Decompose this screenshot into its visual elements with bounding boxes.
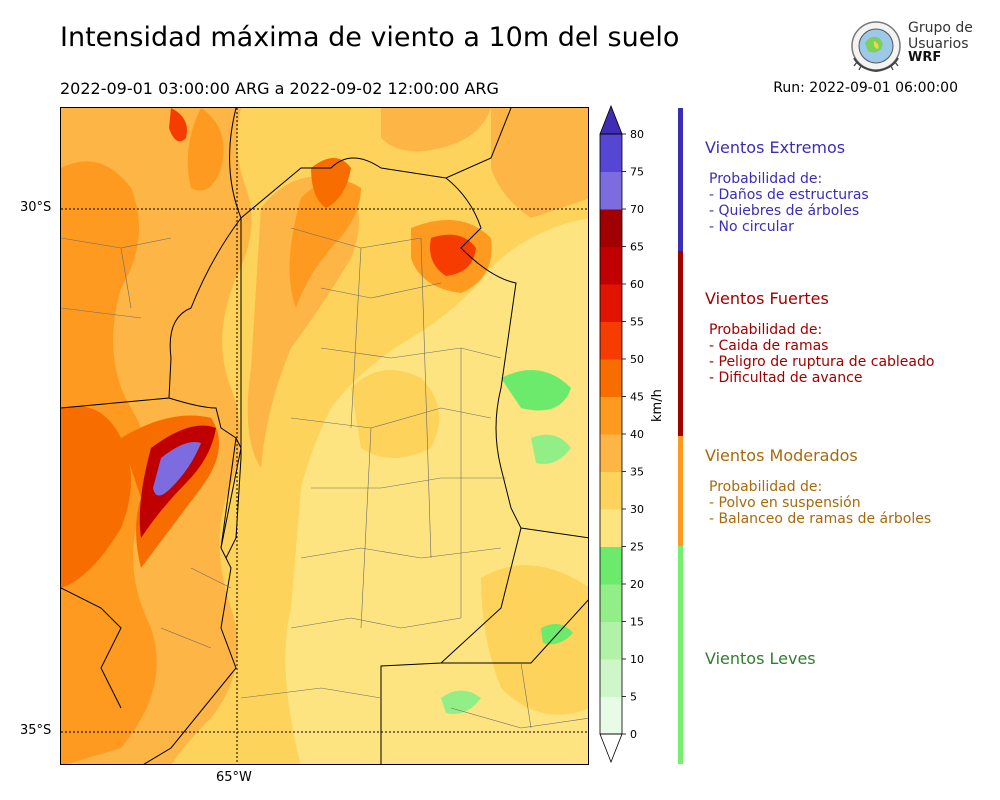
lon-label-65w: 65°W [216,770,252,785]
colorbar-tick-label: 45 [630,391,644,404]
category-item: - Polvo en suspensión [709,495,861,511]
field-65-70-core [153,442,201,496]
colorbar-tick-label: 40 [630,428,644,441]
logo-line-2: Usuarios [908,36,969,52]
field-35-40-ne [491,108,588,218]
province-borders [61,108,588,764]
colorbar-bin [600,546,622,585]
colorbar-bin [600,471,622,510]
run-time: Run: 2022-09-01 06:00:00 [773,80,958,96]
category-item: - Peligro de ruptura de cableado [709,354,935,370]
colorbar-bin [600,621,622,660]
colorbar-tick-label: 35 [630,466,644,479]
colorbar-bin [600,134,622,172]
category-item: - Dificultad de avance [709,370,863,386]
lat-label-35s: 35°S [20,723,52,738]
field-35-40-ridge [247,176,359,468]
colorbar-bin [600,659,622,697]
bar-extremos [678,108,683,251]
map-canvas [61,108,588,764]
field-15-20-east [531,434,571,464]
colorbar-tick-label: 50 [630,353,644,366]
lat-label-30s: 30°S [20,200,52,215]
category-title: Vientos Extremos [705,138,846,157]
category-heading: Probabilidad de: [709,171,823,187]
colorbar-extend-top [599,104,623,135]
logo-line-1: Grupo de [908,20,973,36]
colorbar-tick-label: 75 [630,166,644,179]
bar-fuertes [678,251,683,436]
colorbar-bin [600,509,622,547]
field-30-35-se [481,565,588,715]
colorbar-unit: km/h [650,389,665,422]
wrf-logo: Grupo de Usuarios WRF [848,18,978,74]
colorbar-tick-label: 30 [630,503,644,516]
colorbar-extend-bottom [599,733,623,764]
category-fuertes: Vientos Fuertes Probabilidad de: - Caida… [705,289,995,386]
colorbar-bin [600,696,622,735]
colorbar-svg: 0 5 10 15 20 25 30 35 40 45 50 55 60 65 70 75 80 [599,104,644,764]
logo-line-3: WRF [908,50,942,65]
time-range: 2022-09-01 03:00:00 ARG a 2022-09-02 12:… [60,79,499,98]
colorbar-bin [600,209,622,247]
colorbar-tick-label: 15 [630,616,644,629]
colorbar-tick-label: 10 [630,653,644,666]
category-moderados: Vientos Moderados Probabilidad de: - Pol… [705,446,995,527]
colorbar-bin [600,434,622,472]
field-45-50-ridge [311,158,351,208]
colorbar-bin [600,584,622,622]
category-item: - Quiebres de árboles [709,203,860,219]
colorbar-bin [600,171,622,210]
bar-leves [678,546,683,764]
field-45-50-west [61,406,131,588]
globe-icon [851,21,901,73]
field-50-55-north [169,108,187,142]
colorbar-tick-label: 80 [630,128,644,141]
colorbar-bin [600,321,622,360]
gridlines [61,108,588,764]
wind-map [60,107,589,765]
category-title: Vientos Moderados [705,446,858,465]
category-list: Probabilidad de: - Daños de estructuras … [705,171,995,235]
colorbar-tick-label: 20 [630,578,644,591]
category-heading: Probabilidad de: [709,479,823,495]
field-40-45-ridge [289,180,361,308]
category-item: - Daños de estructuras [709,187,869,203]
colorbar-tick-label: 65 [630,241,644,254]
category-item: - Caida de ramas [709,338,829,354]
field-30-35-center [351,370,439,458]
colorbar-tick-label: 70 [630,203,644,216]
department-borders [61,227,588,729]
colorbar-bin [600,246,622,285]
category-leves: Vientos Leves [705,649,995,668]
colorbar: 0 5 10 15 20 25 30 35 40 45 50 55 60 65 70 75 80 [595,104,655,769]
colorbar-bin [600,359,622,397]
bar-moderados [678,436,683,546]
category-list: Probabilidad de: - Polvo en suspensión -… [705,479,995,527]
category-title: Vientos Leves [705,649,816,668]
category-item: - Balanceo de ramas de árboles [709,511,932,527]
field-55-60-core [139,425,216,538]
colorbar-tick-label: 60 [630,278,644,291]
field-35-40-north [381,108,491,152]
colorbar-tick-label: 5 [630,691,637,704]
colorbar-bin [600,284,622,322]
category-item: - No circular [709,219,794,235]
category-heading: Probabilidad de: [709,322,823,338]
colorbar-tick-label: 0 [630,728,637,741]
category-list: Probabilidad de: - Caida de ramas - Peli… [705,322,995,386]
category-extremos: Vientos Extremos Probabilidad de: - Daño… [705,138,995,235]
field-20-25-east [501,370,571,411]
colorbar-bin [600,396,622,435]
colorbar-tick-label: 25 [630,541,644,554]
chart-title: Intensidad máxima de viento a 10m del su… [60,22,680,53]
field-40-45-north [187,108,224,191]
category-title: Vientos Fuertes [705,289,829,308]
colorbar-tick-label: 55 [630,316,644,329]
